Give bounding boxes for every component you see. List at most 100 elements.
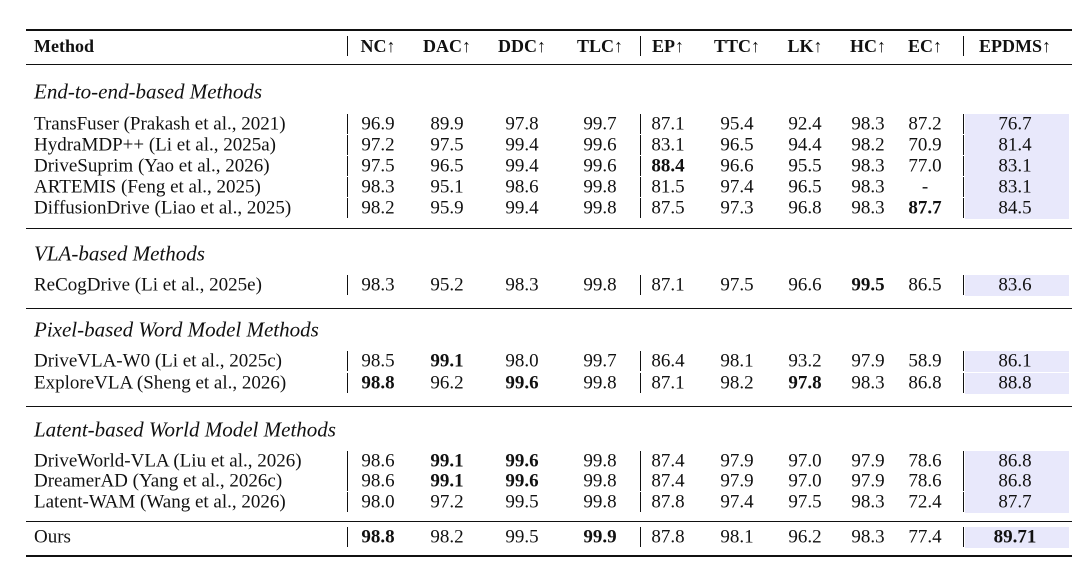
- value-cell: 98.1: [720, 350, 754, 372]
- value-cell: 98.8: [361, 372, 395, 394]
- value-cell: 97.8: [505, 113, 539, 135]
- value-cell: 99.6: [583, 134, 617, 156]
- value-cell: 86.8: [908, 372, 942, 394]
- method-cell: ExploreVLA (Sheng et al., 2026): [34, 372, 287, 394]
- value-cell: 98.2: [361, 197, 395, 219]
- value-cell: 97.8: [788, 372, 822, 394]
- column-separator: [347, 275, 349, 295]
- column-separator: [640, 198, 642, 218]
- column-separator: [640, 114, 642, 134]
- method-cell: DiffusionDrive (Liao et al., 2025): [34, 197, 292, 219]
- value-cell: 96.2: [430, 372, 464, 394]
- value-cell: 96.5: [430, 155, 464, 177]
- value-cell: 84.5: [998, 197, 1032, 219]
- header-cell: Method: [34, 36, 94, 56]
- section-title: Pixel-based Word Model Methods: [34, 317, 319, 342]
- value-cell: 97.9: [851, 450, 885, 472]
- value-cell: 97.9: [851, 350, 885, 372]
- value-cell: 83.1: [998, 176, 1032, 198]
- column-separator: [963, 451, 965, 471]
- column-separator: [347, 156, 349, 176]
- method-cell: Latent-WAM (Wang et al., 2026): [34, 491, 286, 513]
- value-cell: 86.8: [998, 470, 1032, 492]
- value-cell: 96.6: [720, 155, 754, 177]
- column-separator: [347, 351, 349, 371]
- value-cell: 89.71: [993, 526, 1037, 548]
- section-title: VLA-based Methods: [34, 241, 205, 266]
- value-cell: 95.2: [430, 274, 464, 296]
- horizontal-rule: [26, 228, 1072, 229]
- value-cell: 97.2: [361, 134, 395, 156]
- highlight-cell: [965, 450, 1069, 472]
- column-separator: [640, 351, 642, 371]
- value-cell: 98.3: [851, 491, 885, 513]
- value-cell: 97.9: [720, 450, 754, 472]
- column-separator: [347, 471, 349, 491]
- column-separator: [640, 177, 642, 197]
- method-cell: DriveSuprim (Yao et al., 2026): [34, 155, 270, 177]
- column-separator: [963, 156, 965, 176]
- highlight-cell: [965, 526, 1069, 548]
- column-separator: [963, 351, 965, 371]
- value-cell: 98.6: [361, 450, 395, 472]
- column-separator: [963, 492, 965, 512]
- horizontal-rule: [26, 29, 1072, 31]
- value-cell: 58.9: [908, 350, 942, 372]
- value-cell: 99.6: [583, 155, 617, 177]
- value-cell: 89.9: [430, 113, 464, 135]
- horizontal-rule: [26, 64, 1072, 65]
- value-cell: 99.8: [583, 176, 617, 198]
- column-separator: [347, 177, 349, 197]
- section-title: End-to-end-based Methods: [34, 79, 263, 104]
- value-cell: 87.8: [651, 526, 685, 548]
- value-cell: 99.8: [583, 372, 617, 394]
- method-cell: ARTEMIS (Feng et al., 2025): [34, 176, 261, 198]
- value-cell: 97.9: [720, 470, 754, 492]
- value-cell: 98.3: [851, 176, 885, 198]
- column-separator: [640, 451, 642, 471]
- column-separator: [347, 114, 349, 134]
- value-cell: 99.6: [505, 450, 539, 472]
- highlight-cell: [965, 176, 1069, 198]
- value-cell: 98.2: [430, 526, 464, 548]
- column-separator: [963, 275, 965, 295]
- column-separator: [640, 492, 642, 512]
- value-cell: 98.0: [361, 491, 395, 513]
- column-separator: [347, 135, 349, 155]
- value-cell: 83.6: [998, 274, 1032, 296]
- header-cell: DAC↑: [423, 36, 471, 56]
- column-separator: [640, 156, 642, 176]
- column-separator: [963, 198, 965, 218]
- horizontal-rule: [26, 308, 1072, 309]
- header-cell: EP↑: [651, 36, 685, 56]
- value-cell: 99.8: [583, 274, 617, 296]
- value-cell: 72.4: [908, 491, 942, 513]
- highlight-cell: [965, 470, 1069, 492]
- value-cell: 99.4: [505, 134, 539, 156]
- highlight-cell: [965, 113, 1069, 135]
- column-separator: [640, 527, 642, 547]
- value-cell: 99.5: [851, 274, 885, 296]
- value-cell: 96.5: [720, 134, 754, 156]
- method-cell: HydraMDP++ (Li et al., 2025a): [34, 134, 276, 156]
- value-cell: 98.3: [361, 274, 395, 296]
- value-cell: 99.7: [583, 113, 617, 135]
- value-cell: 78.6: [908, 450, 942, 472]
- column-separator: [963, 373, 965, 393]
- value-cell: 98.1: [720, 526, 754, 548]
- value-cell: 97.5: [720, 274, 754, 296]
- header-cell: DDC↑: [498, 36, 546, 56]
- method-cell: TransFuser (Prakash et al., 2021): [34, 113, 286, 135]
- value-cell: 87.1: [651, 372, 685, 394]
- value-cell: 88.8: [998, 372, 1032, 394]
- method-cell: Ours: [34, 526, 71, 548]
- method-cell: ReCogDrive (Li et al., 2025e): [34, 274, 262, 296]
- value-cell: 97.0: [788, 470, 822, 492]
- value-cell: 99.6: [505, 470, 539, 492]
- value-cell: 96.5: [788, 176, 822, 198]
- value-cell: 86.4: [651, 350, 685, 372]
- value-cell: 83.1: [998, 155, 1032, 177]
- value-cell: 97.0: [788, 450, 822, 472]
- column-separator: [347, 492, 349, 512]
- method-cell: DriveWorld-VLA (Liu et al., 2026): [34, 450, 302, 472]
